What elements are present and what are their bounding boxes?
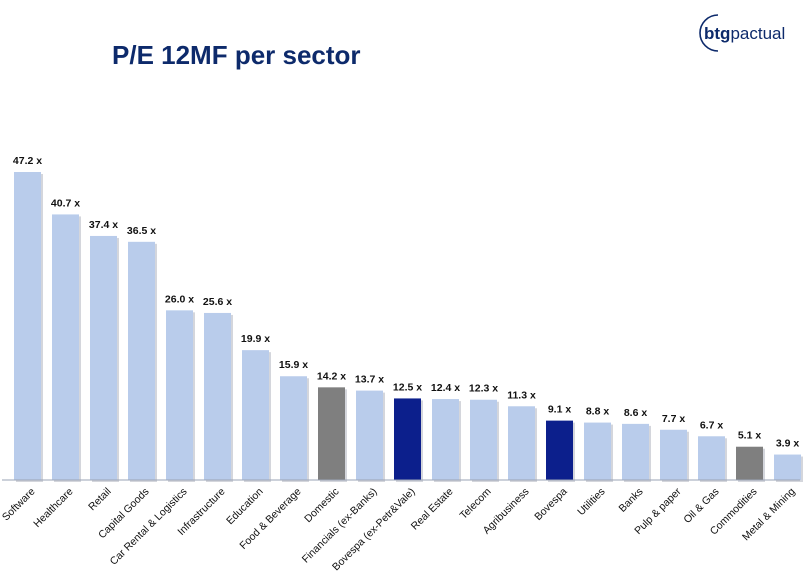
data-label: 9.1 x	[548, 404, 572, 416]
data-label: 19.9 x	[241, 333, 270, 345]
bar	[242, 350, 269, 480]
category-label: Healthcare	[31, 486, 76, 531]
logo-text-pactual: pactual	[730, 24, 785, 43]
svg-text:btgpactual: btgpactual	[704, 24, 785, 43]
data-label: 12.5 x	[393, 381, 422, 393]
data-label: 36.5 x	[127, 225, 156, 237]
data-label: 12.3 x	[469, 383, 498, 395]
bar	[470, 399, 497, 480]
bar	[128, 241, 155, 480]
data-label: 26.0 x	[165, 293, 194, 305]
page-title: P/E 12MF per sector	[112, 40, 361, 70]
bar	[774, 454, 801, 480]
data-label: 37.4 x	[89, 219, 118, 231]
bar	[90, 235, 117, 480]
btg-pactual-logo: btgpactual	[699, 14, 785, 52]
category-label: Financials (ex-Banks)	[300, 486, 380, 566]
category-label: Telecom	[457, 485, 493, 521]
data-label: 11.3 x	[507, 389, 536, 401]
data-label: 15.9 x	[279, 359, 308, 371]
data-label: 25.6 x	[203, 296, 232, 308]
data-label: 8.8 x	[586, 406, 610, 418]
bar	[508, 406, 535, 480]
category-label: Utilities	[575, 486, 607, 518]
bar	[166, 310, 193, 480]
bar	[698, 436, 725, 480]
data-label: 47.2 x	[13, 155, 42, 167]
data-label: 5.1 x	[738, 430, 762, 442]
bar	[432, 399, 459, 480]
category-label: Retail	[86, 486, 113, 513]
data-label: 3.9 x	[776, 438, 800, 450]
category-label: Domestic	[302, 486, 341, 525]
bar	[394, 398, 421, 480]
bar	[14, 172, 41, 480]
bar	[280, 376, 307, 480]
logo-text-btg: btg	[704, 24, 730, 43]
category-label: Bovespa	[532, 486, 569, 523]
bar	[736, 446, 763, 480]
data-label: 12.4 x	[431, 382, 460, 394]
bar	[52, 214, 79, 480]
bar	[622, 423, 649, 480]
data-label: 14.2 x	[317, 370, 346, 382]
category-label: Software	[0, 486, 38, 524]
data-label: 13.7 x	[355, 374, 384, 386]
bar	[584, 422, 611, 480]
category-label: Banks	[616, 486, 645, 515]
bar	[356, 390, 383, 480]
bar	[204, 312, 231, 480]
logo-arc-icon	[699, 14, 719, 52]
data-label: 6.7 x	[700, 419, 724, 431]
bar	[318, 387, 345, 480]
bar	[546, 420, 573, 480]
bar	[660, 429, 687, 480]
data-label: 7.7 x	[662, 413, 686, 425]
data-label: 40.7 x	[51, 197, 80, 209]
data-label: 8.6 x	[624, 407, 648, 419]
